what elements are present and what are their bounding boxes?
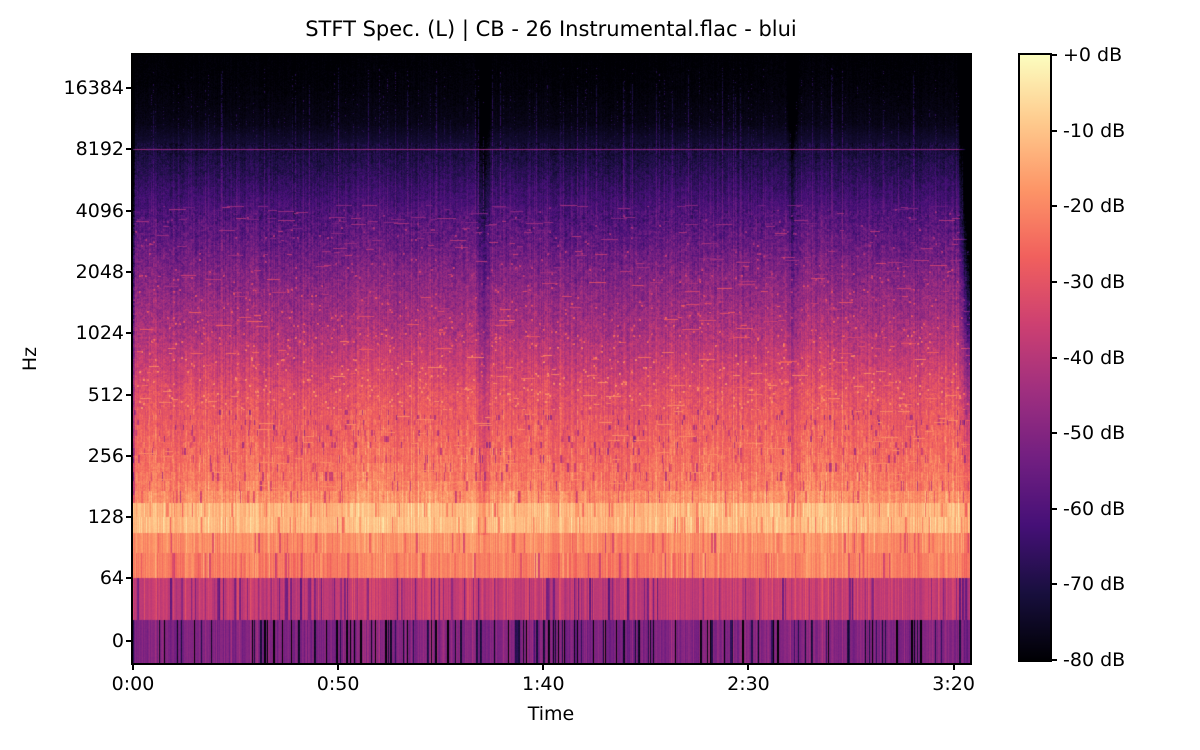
x-tick-label: 3:20 [932,673,975,695]
y-tick-mark [126,148,131,151]
y-tick-mark [126,332,131,335]
y-tick-label: 1024 [75,322,124,345]
y-tick-label: 256 [87,444,124,467]
y-tick-mark [126,454,131,457]
y-tick-mark [126,270,131,273]
colorbar-tick-label: -50 dB [1063,422,1126,445]
y-tick-mark [126,640,131,642]
spectrogram-canvas [133,55,970,663]
colorbar-tick-label: -20 dB [1063,195,1126,218]
colorbar-tick-mark [1052,54,1057,56]
colorbar-gradient [1020,55,1050,660]
colorbar-tick-label: -80 dB [1063,649,1126,671]
colorbar-tick-mark [1052,659,1057,661]
y-tick-label: 0 [111,630,124,652]
y-tick-label: 4096 [75,199,124,222]
colorbar-tick-mark [1052,583,1057,586]
y-tick-label: 16384 [63,77,124,99]
y-tick-label: 2048 [75,260,124,283]
y-tick-mark [126,516,131,519]
y-tick-label: 128 [87,506,124,529]
x-tick-label: 0:00 [111,673,155,695]
colorbar-tick-mark [1052,432,1057,435]
y-tick-mark [126,577,131,580]
colorbar-tick-label: -30 dB [1063,270,1126,293]
y-tick-label: 512 [87,383,124,406]
colorbar-tick-label: -40 dB [1063,346,1126,369]
y-tick-mark [126,209,131,212]
colorbar-tick-label: -10 dB [1063,119,1126,142]
colorbar-tick-mark [1052,280,1057,283]
y-tick-label: 8192 [75,138,124,161]
x-tick-mark [747,665,750,670]
x-tick-label: 2:30 [727,673,770,695]
y-axis-label: Hz [19,346,41,372]
x-tick-label: 0:50 [316,673,360,695]
colorbar: +0 dB -10 dB -20 dB -30 dB -40 dB -50 dB -60 d… [1018,44,1125,671]
plot-area: 16384 8192 4096 2048 1024 512 256 128 64 0 0:00 0:… [64,53,975,695]
x-tick-mark [952,665,955,670]
x-tick-mark [337,665,340,670]
colorbar-tick-label: -60 dB [1063,497,1126,520]
colorbar-tick-label: +0 dB [1063,44,1123,66]
x-tick-label: 1:40 [521,673,565,695]
colorbar-tick-label: -70 dB [1063,573,1126,596]
colorbar-tick-mark [1052,507,1057,510]
x-tick-mark [542,665,545,670]
x-axis-label: Time [527,703,575,725]
chart-title: STFT Spec. (L) | CB - 26 Instrumental.fl… [305,17,797,41]
y-tick-mark [126,393,131,396]
y-tick-mark [126,87,131,89]
colorbar-tick-mark [1052,205,1057,208]
x-tick-mark [132,665,134,670]
y-tick-label: 64 [99,567,124,590]
colorbar-tick-mark [1052,129,1057,132]
colorbar-tick-mark [1052,356,1057,359]
